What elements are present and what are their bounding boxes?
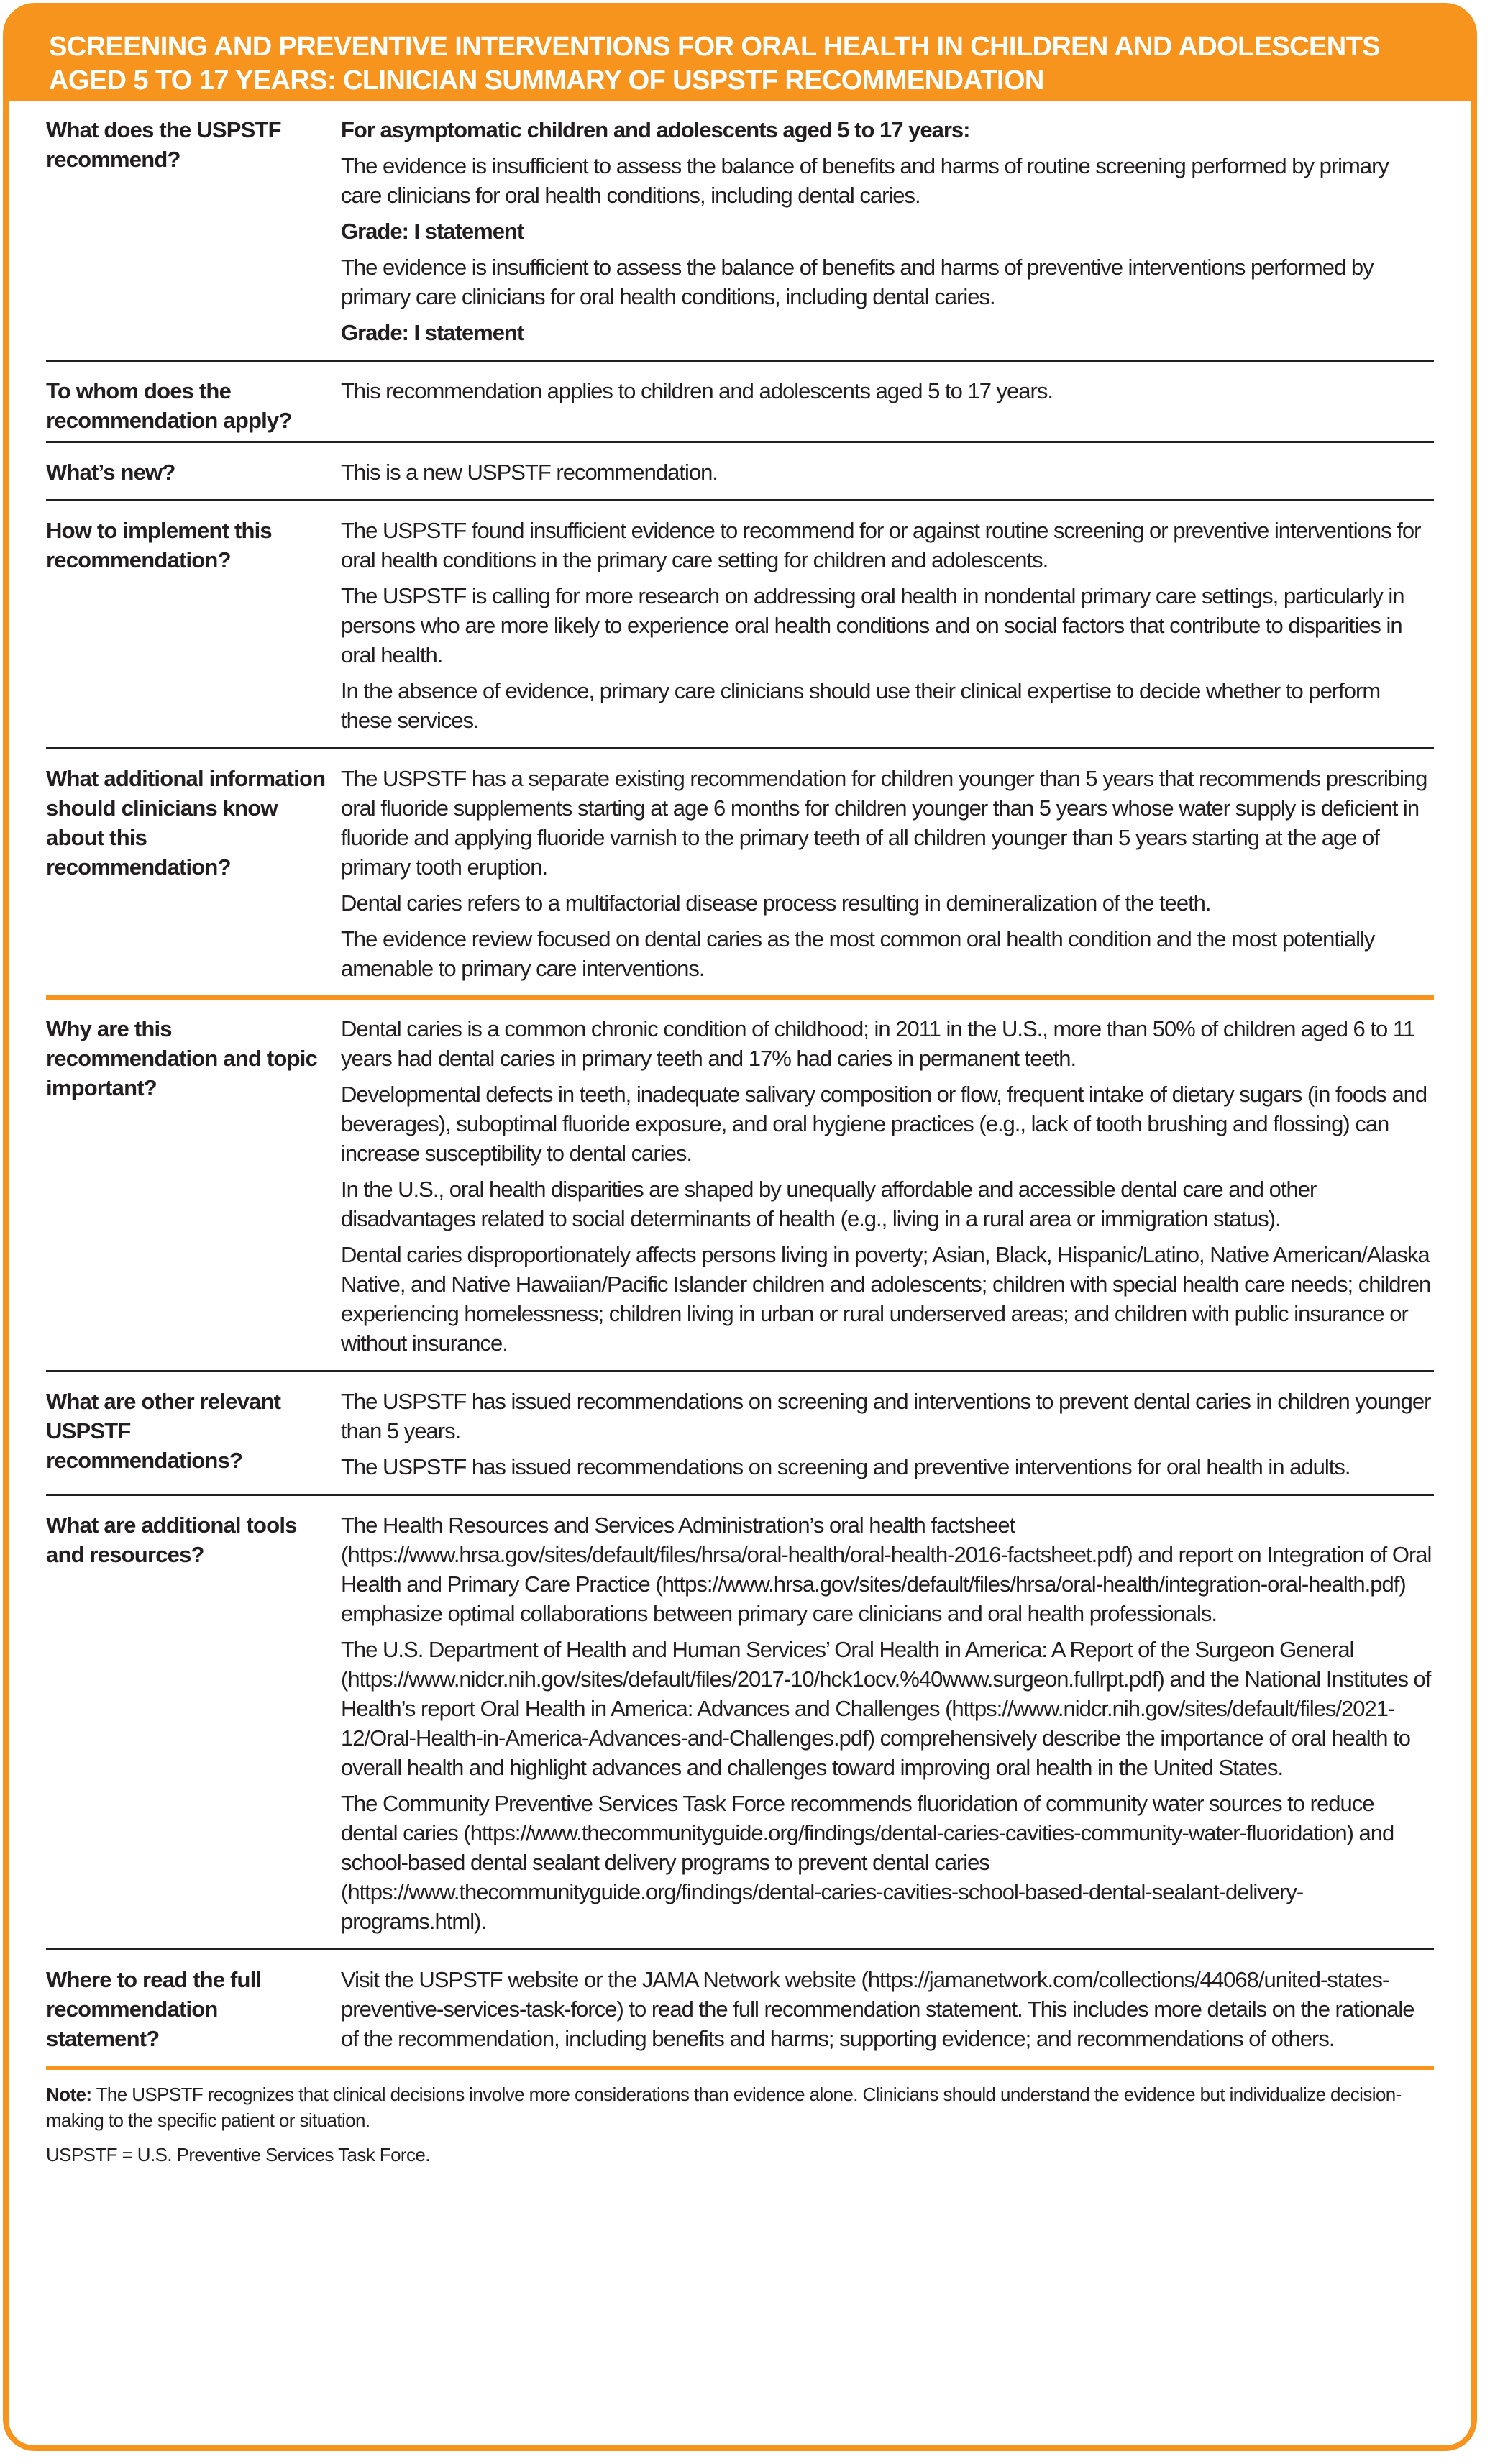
page-title: Screening and Preventive Interventions f…	[9, 9, 1471, 101]
answer-paragraph: Developmental defects in teeth, inadequa…	[341, 1082, 1427, 1166]
answer-paragraph: In the U.S., oral health disparities are…	[341, 1177, 1317, 1231]
answer-paragraph: The Health Resources and Services Admini…	[341, 1512, 1432, 1626]
row-answer: Dental caries is a common chronic condit…	[341, 1014, 1434, 1364]
table-row: What are other relevant USPSTF recommend…	[46, 1372, 1434, 1496]
answer-paragraph: Dental caries refers to a multifactorial…	[341, 890, 1212, 916]
answer-paragraph: Dental caries disproportionately affects…	[341, 1242, 1431, 1356]
row-question: To whom does the recommendation apply?	[46, 378, 292, 433]
answer-paragraph: This is a new USPSTF recommendation.	[341, 460, 718, 485]
table-row: What’s new? This is a new USPSTF recommen…	[46, 443, 1434, 501]
answer-paragraph: The evidence is insufficient to assess t…	[341, 255, 1374, 309]
answer-paragraph: The USPSTF has a separate existing recom…	[341, 766, 1427, 880]
table-row: What are additional tools and resources?…	[46, 1496, 1434, 1950]
summary-box: Screening and Preventive Interventions f…	[3, 3, 1477, 2451]
answer-paragraph: Dental caries is a common chronic condit…	[341, 1016, 1415, 1071]
row-answer: This recommendation applies to children …	[341, 376, 1434, 435]
answer-paragraph: This recommendation applies to children …	[341, 378, 1053, 403]
answer-paragraph: The USPSTF is calling for more research …	[341, 583, 1405, 667]
row-answer: For asymptomatic children and adolescent…	[341, 115, 1434, 354]
answer-paragraph: The USPSTF has issued recommendations on…	[341, 1389, 1431, 1443]
answer-paragraph: Visit the USPSTF website or the JAMA Net…	[341, 1967, 1414, 2051]
answer-paragraph: The evidence is insufficient to assess t…	[341, 153, 1389, 208]
recommendation-table: What does the USPSTF recommend? For asymp…	[9, 101, 1471, 2070]
answer-paragraph: The U.S. Department of Health and Human …	[341, 1637, 1431, 1780]
table-row: To whom does the recommendation apply? Th…	[46, 362, 1434, 443]
abbreviation: USPSTF = U.S. Preventive Services Task F…	[46, 2144, 430, 2166]
table-row: What additional information should clini…	[46, 749, 1434, 1000]
answer-heading: For asymptomatic children and adolescent…	[341, 117, 970, 142]
note-label: Note:	[46, 2084, 92, 2105]
answer-paragraph: The evidence review focused on dental ca…	[341, 926, 1375, 981]
answer-paragraph: The USPSTF found insufficient evidence t…	[341, 518, 1421, 572]
answer-heading: Grade: I statement	[341, 320, 524, 345]
answer-heading: Grade: I statement	[341, 219, 524, 244]
row-answer: This is a new USPSTF recommendation.	[341, 457, 1434, 493]
row-question: Where to read the full recommendation st…	[46, 1967, 262, 2051]
table-row: Why are this recommendation and topic im…	[46, 1000, 1434, 1372]
table-row: Where to read the full recommendation st…	[46, 1950, 1434, 2070]
answer-paragraph: In the absence of evidence, primary care…	[341, 678, 1381, 733]
row-answer: The USPSTF has issued recommendations on…	[341, 1387, 1434, 1488]
row-answer: The USPSTF found insufficient evidence t…	[341, 516, 1434, 742]
row-question: Why are this recommendation and topic im…	[46, 1016, 318, 1100]
note-text: The USPSTF recognizes that clinical deci…	[46, 2084, 1402, 2131]
note: Note: The USPSTF recognizes that clinica…	[46, 2081, 1434, 2133]
table-row: What does the USPSTF recommend? For asymp…	[46, 101, 1434, 362]
row-question: What are other relevant USPSTF recommend…	[46, 1389, 281, 1473]
row-question: What are additional tools and resources?	[46, 1512, 297, 1567]
row-question: What additional information should clini…	[46, 766, 326, 880]
row-answer: Visit the USPSTF website or the JAMA Net…	[341, 1965, 1434, 2060]
answer-paragraph: The Community Preventive Services Task F…	[341, 1791, 1394, 1934]
row-question: How to implement this recommendation?	[46, 518, 273, 572]
table-row: How to implement this recommendation? The…	[46, 501, 1434, 749]
row-question: What does the USPSTF recommend?	[46, 117, 282, 172]
row-answer: The Health Resources and Services Admini…	[341, 1510, 1434, 1943]
footnotes: Note: The USPSTF recognizes that clinica…	[9, 2070, 1471, 2168]
answer-paragraph: The USPSTF has issued recommendations on…	[341, 1454, 1350, 1479]
row-question: What’s new?	[46, 460, 175, 485]
row-answer: The USPSTF has a separate existing recom…	[341, 764, 1434, 990]
